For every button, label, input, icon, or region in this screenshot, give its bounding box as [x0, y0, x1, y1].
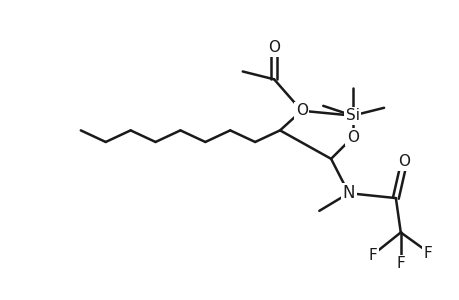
Text: O: O	[268, 40, 280, 56]
Text: O: O	[295, 103, 307, 118]
Text: N: N	[342, 184, 354, 202]
Text: Si: Si	[345, 108, 359, 123]
Text: F: F	[423, 246, 432, 261]
Text: O: O	[397, 154, 409, 169]
Text: F: F	[368, 248, 377, 262]
Text: O: O	[346, 130, 358, 145]
Text: F: F	[396, 256, 404, 272]
